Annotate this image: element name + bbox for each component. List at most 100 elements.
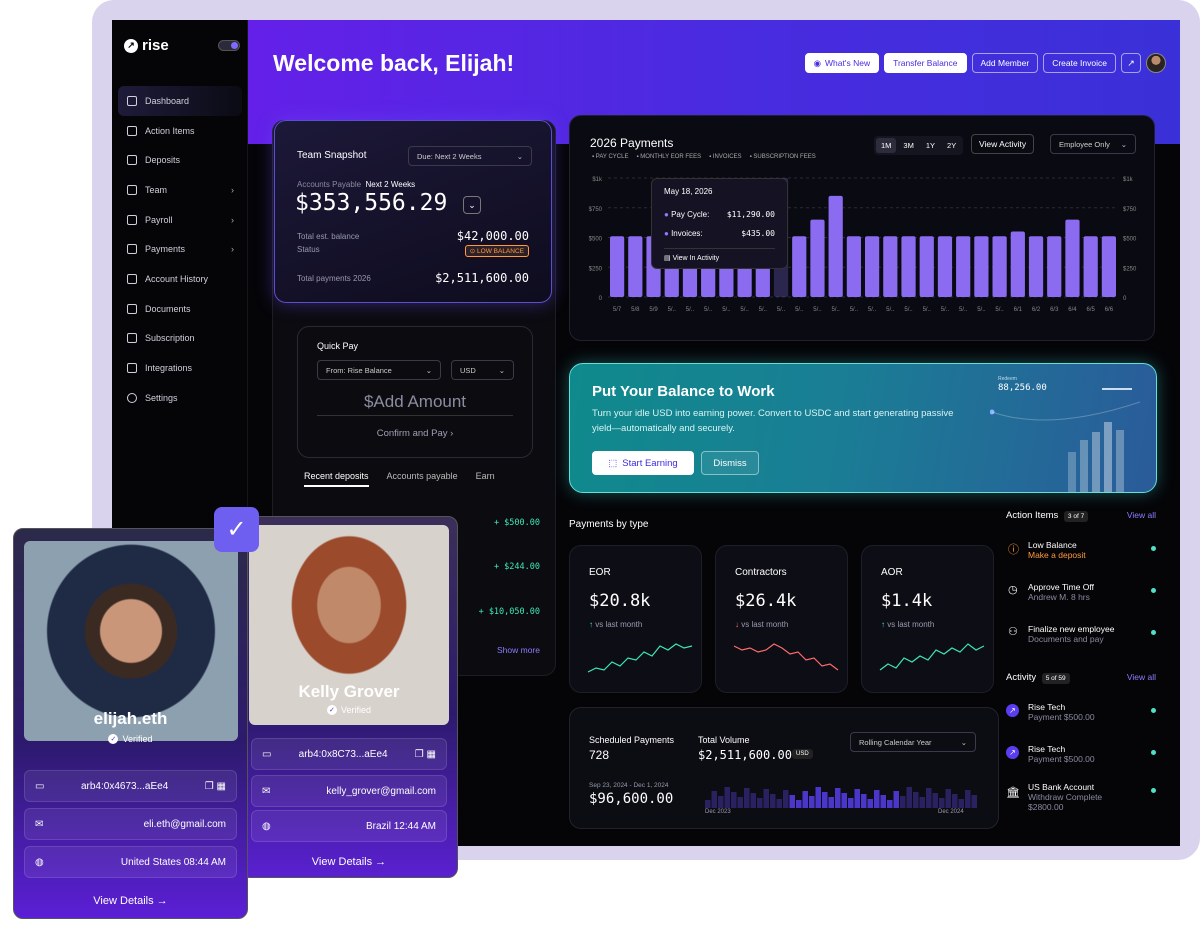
view-details-link[interactable]: View Details → [311, 856, 387, 868]
action-item[interactable]: ⓘ Low Balance Make a deposit [1006, 532, 1160, 574]
chart-bar[interactable] [1010, 231, 1025, 297]
view-in-activity-link[interactable]: ▤ View In Activity [664, 248, 775, 262]
due-select[interactable]: Due: Next 2 Weeks ⌄ [408, 146, 532, 166]
chart-bar[interactable] [1101, 236, 1116, 297]
ptype-card-aor[interactable]: AOR $1.4k ↑ vs last month [861, 545, 994, 693]
range-1y[interactable]: 1Y [925, 141, 936, 150]
chart-bar[interactable] [828, 195, 843, 297]
x-tick-label: 5/.. [886, 307, 895, 313]
chart-bar[interactable] [1028, 236, 1044, 297]
dismiss-button[interactable]: Dismiss [701, 451, 759, 475]
wallet-address: arb4:0x8C73...aEe4 [298, 748, 388, 760]
activity-view-all[interactable]: View all [1126, 672, 1156, 682]
from-select[interactable]: From: Rise Balance ⌄ [317, 360, 441, 380]
action-item[interactable]: ◷ Approve Time Off Andrew M. 8 hrs [1006, 574, 1160, 616]
currency-select[interactable]: USD ⌄ [451, 360, 514, 380]
sidebar-item-dashboard[interactable]: Dashboard [118, 86, 242, 116]
start-earning-label: Start Earning [622, 457, 678, 469]
ap-dropdown[interactable]: ⌄ [463, 196, 481, 214]
volume-bar [828, 797, 834, 808]
chart-bar[interactable] [846, 236, 861, 297]
range-2y[interactable]: 2Y [947, 141, 957, 150]
tab-recent-deposits[interactable]: Recent deposits [304, 471, 369, 487]
ptype-card-eor[interactable]: EOR $20.8k ↑ vs last month [569, 545, 702, 693]
chart-bar[interactable] [956, 236, 971, 297]
email-row[interactable]: ✉ kelly_grover@gmail.com [251, 775, 447, 807]
x-tick-label: 5/.. [995, 307, 1004, 313]
chart-bar[interactable] [919, 236, 934, 297]
sidebar-item-documents[interactable]: Documents [118, 294, 242, 324]
team-snapshot-card: Team Snapshot Due: Next 2 Weeks ⌄ Account… [274, 120, 552, 303]
sidebar-item-payroll[interactable]: Payroll › [118, 205, 242, 235]
sidebar-item-team[interactable]: Team › [118, 175, 242, 205]
chart-tooltip: May 18, 2026 ● Pay Cycle: $11,290.00 ● In… [651, 178, 788, 269]
chart-bar[interactable] [974, 236, 989, 297]
ptype-card-contractors[interactable]: Contractors $26.4k ↓ vs last month [715, 545, 848, 693]
chart-bar[interactable] [992, 236, 1007, 297]
action-item[interactable]: ⚇ Finalize new employee Documents and pay [1006, 616, 1160, 658]
chart-bar[interactable] [628, 236, 643, 297]
activity-item[interactable]: ↗ Rise Tech Payment $500.00 [1006, 736, 1160, 778]
period-select[interactable]: Rolling Calendar Year ⌄ [850, 732, 976, 752]
activity-item[interactable]: ↗ Rise Tech Payment $500.00 [1006, 694, 1160, 736]
chart-bar[interactable] [810, 219, 825, 297]
user-avatar[interactable] [1146, 53, 1166, 73]
transfer-balance-button[interactable]: Transfer Balance [884, 53, 967, 73]
start-earning-button[interactable]: ⬚ Start Earning [592, 451, 694, 475]
employee-filter-select[interactable]: Employee Only ⌄ [1050, 134, 1136, 154]
currency-select-value: USD [460, 365, 476, 375]
chart-bar[interactable] [883, 236, 898, 297]
wallet-row[interactable]: ▭ arb4:0x4673...aEe4 ❐ ▦ [24, 770, 237, 802]
x-tick-label: 5/.. [850, 307, 859, 313]
confirm-pay-button[interactable]: Confirm and Pay › [376, 428, 454, 439]
sidebar-item-subscription[interactable]: Subscription [118, 324, 242, 354]
volume-bar [867, 799, 873, 808]
theme-toggle[interactable] [218, 40, 240, 51]
x-tick-label: 5/.. [740, 307, 749, 313]
sidebar-item-payments[interactable]: Payments › [118, 234, 242, 264]
volume-bar [932, 793, 938, 808]
chart-bar[interactable] [901, 236, 916, 297]
profile-card-elijah[interactable]: elijah.eth ✓ Verified ▭ arb4:0x4673...aEe4… [13, 528, 248, 919]
chart-bar[interactable] [865, 236, 880, 297]
copy-icon[interactable]: ❐ ▦ [204, 780, 226, 792]
action-items-view-all[interactable]: View all [1126, 510, 1156, 520]
chart-bar[interactable] [1047, 236, 1062, 297]
team-icon [127, 184, 137, 195]
tooltip-pay-value: $11,290.00 [726, 210, 775, 219]
chart-bar[interactable] [1065, 219, 1080, 297]
sidebar-item-deposits[interactable]: Deposits [118, 145, 242, 175]
amount-input[interactable]: $Add Amount [317, 388, 513, 416]
view-activity-button[interactable]: View Activity [971, 134, 1035, 154]
location-row[interactable]: ◍ United States 08:44 AM [24, 846, 237, 878]
brand-logo[interactable]: ↗ rise [124, 37, 169, 54]
email-row[interactable]: ✉ eli.eth@gmail.com [24, 808, 237, 840]
wallet-row[interactable]: ▭ arb4:0x8C73...aEe4 ❐ ▦ [251, 738, 447, 770]
range-3m[interactable]: 3M [903, 141, 914, 150]
tab-accounts-payable[interactable]: Accounts payable [386, 471, 458, 481]
legend-item: ▪ SUBSCRIPTION FEES [749, 154, 816, 160]
balance-promo-card: Put Your Balance to Work Turn your idle … [569, 363, 1157, 493]
sidebar-item-integrations[interactable]: Integrations [118, 353, 242, 383]
copy-icon[interactable]: ❐ ▦ [414, 748, 436, 760]
external-link-icon[interactable]: ↗ [1121, 53, 1141, 73]
sidebar-item-settings[interactable]: Settings [118, 383, 242, 413]
location-row[interactable]: ◍ Brazil 12:44 AM [251, 810, 447, 842]
sidebar-item-account-history[interactable]: Account History [118, 264, 242, 294]
show-more-link[interactable]: Show more [497, 645, 540, 655]
activity-item[interactable]: 🏛 US Bank Account Withdraw Complete $2800.… [1006, 778, 1160, 820]
minimize-icon[interactable] [1102, 380, 1132, 390]
chart-bar[interactable] [792, 236, 807, 297]
add-member-button[interactable]: Add Member [971, 53, 1039, 73]
volume-bar-strip [705, 787, 977, 808]
profile-card-kelly[interactable]: Kelly Grover ✓ Verified ▭ arb4:0x8C73...aE… [240, 516, 458, 878]
whats-new-button[interactable]: ◉ What's New [804, 53, 880, 73]
chart-bar[interactable] [937, 236, 953, 297]
create-invoice-button[interactable]: Create Invoice [1043, 53, 1116, 73]
sidebar-item-action-items[interactable]: Action Items [118, 116, 242, 146]
view-details-link[interactable]: View Details → [93, 895, 168, 907]
chart-bar[interactable] [1083, 236, 1098, 297]
range-1m[interactable]: 1M [876, 138, 897, 153]
tab-earn[interactable]: Earn [475, 471, 495, 481]
chart-bar[interactable] [610, 236, 625, 297]
